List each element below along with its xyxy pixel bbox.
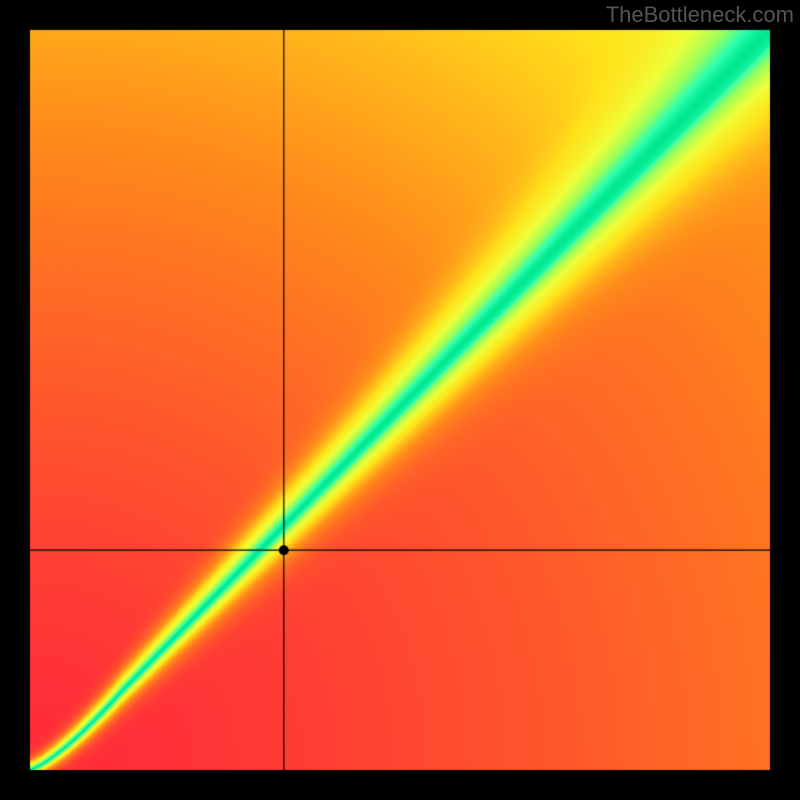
bottleneck-heatmap	[0, 0, 800, 800]
watermark-text: TheBottleneck.com	[606, 2, 794, 28]
chart-container: TheBottleneck.com	[0, 0, 800, 800]
